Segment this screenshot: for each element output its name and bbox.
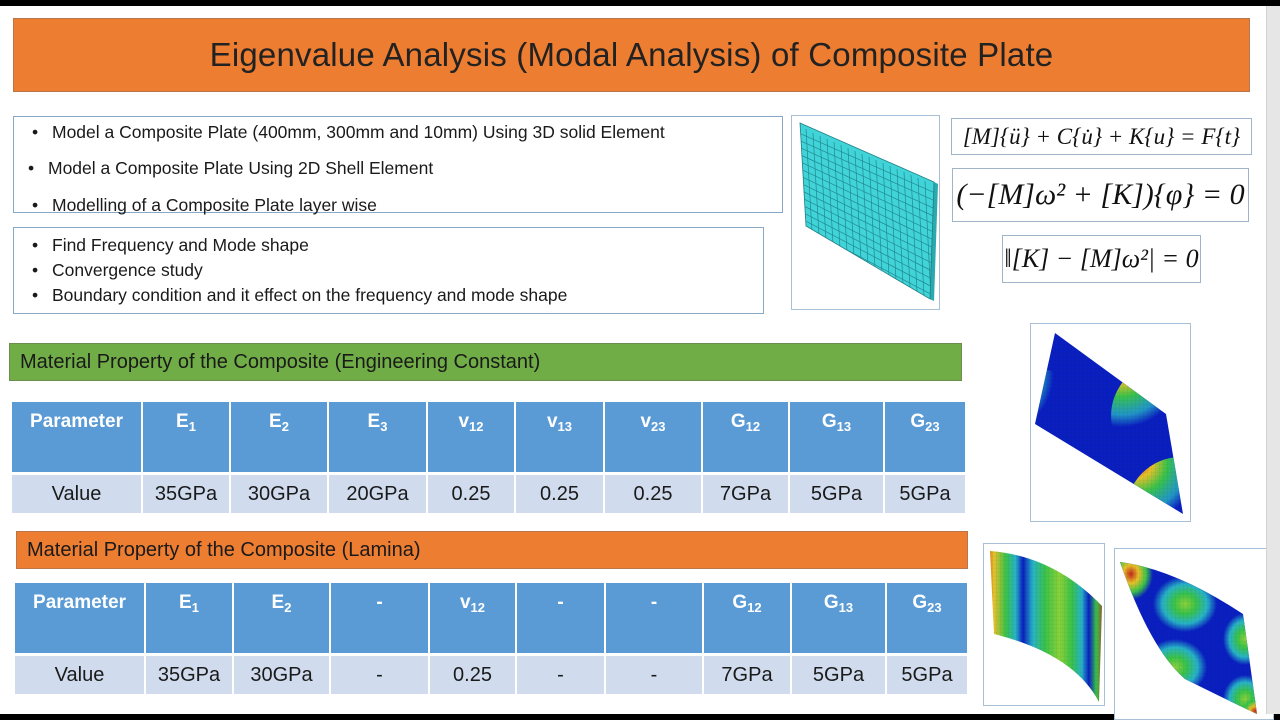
value-cell: 35GPa (146, 656, 234, 694)
value-cell: 0.25 (428, 475, 516, 513)
value-cell: 7GPa (703, 475, 790, 513)
mode-shape-icon (1120, 562, 1257, 714)
header-cell: Parameter (15, 583, 146, 656)
eigenvalue-equation: (−[M]ω² + [K]){φ} = 0 (952, 168, 1249, 222)
list-item: • Model a Composite Plate (400mm, 300mm a… (24, 122, 665, 143)
bullet-icon: • (28, 158, 35, 178)
modelling-tasks-box: • Model a Composite Plate (400mm, 300mm a… (13, 116, 783, 216)
value-cell: 5GPa (887, 656, 969, 694)
value-cell: 7GPa (704, 656, 792, 694)
header-cell: E2 (234, 583, 331, 656)
value-cell: - (331, 656, 430, 694)
header-cell: E1 (146, 583, 234, 656)
header-cell: G23 (885, 402, 967, 475)
plate-mesh-image (791, 115, 940, 310)
value-cell: 20GPa (329, 475, 428, 513)
header-cell: E3 (329, 402, 428, 475)
header-cell: Parameter (12, 402, 143, 475)
header-cell: v12 (430, 583, 517, 656)
bullet-icon: • (32, 285, 39, 305)
table-row: Value 35GPa 30GPa - 0.25 - - 7GPa 5GPa 5… (15, 656, 969, 694)
bullet-icon: • (32, 235, 39, 255)
lamina-table: Parameter E1 E2 - v12 - - G12 G13 G23 Va… (15, 583, 969, 694)
equation-of-motion: [M]{ü} + C{u̇} + K{u} = F{t} (951, 118, 1252, 155)
header-cell: v13 (516, 402, 605, 475)
header-cell: G23 (887, 583, 969, 656)
bullet-icon: • (32, 260, 39, 280)
section-heading-lamina: Material Property of the Composite (Lami… (16, 531, 968, 569)
value-cell: - (606, 656, 704, 694)
value-cell: 30GPa (231, 475, 329, 513)
header-cell: G13 (792, 583, 887, 656)
header-cell: E2 (231, 402, 329, 475)
row-label: Value (12, 475, 143, 513)
header-cell: G13 (790, 402, 885, 475)
plate-mesh-icon (799, 122, 938, 301)
table-header-row: Parameter E1 E2 - v12 - - G12 G13 G23 (15, 583, 969, 656)
table-row: Value 35GPa 30GPa 20GPa 0.25 0.25 0.25 7… (12, 475, 967, 513)
mode-shape-icon (990, 551, 1102, 702)
row-label: Value (15, 656, 146, 694)
mode-shape-image-2 (983, 543, 1105, 706)
title-banner: Eigenvalue Analysis (Modal Analysis) of … (13, 18, 1250, 92)
analysis-goals-box: • Find Frequency and Mode shape • Converge… (13, 227, 764, 314)
mode-shape-image-3 (1114, 548, 1274, 720)
mode-shape-image-1 (1030, 323, 1191, 522)
bullet-icon: • (32, 122, 39, 142)
list-item: • Convergence study (24, 260, 203, 281)
header-cell: G12 (704, 583, 792, 656)
bullet-icon: • (32, 195, 39, 215)
list-item: • Modelling of a Composite Plate layer wi… (24, 195, 377, 216)
value-cell: 0.25 (430, 656, 517, 694)
header-cell: G12 (703, 402, 790, 475)
header-cell: - (606, 583, 704, 656)
value-cell: 30GPa (234, 656, 331, 694)
scrollbar-track[interactable] (1266, 6, 1280, 714)
section-heading-engineering-constant: Material Property of the Composite (Engi… (9, 343, 962, 381)
list-item: • Find Frequency and Mode shape (24, 235, 309, 256)
mode-shape-icon (1035, 333, 1183, 514)
header-cell: v12 (428, 402, 516, 475)
value-cell: 5GPa (885, 475, 967, 513)
value-cell: 5GPa (792, 656, 887, 694)
characteristic-equation: ‖[K] − [M]ω²| = 0 (1002, 235, 1201, 283)
value-cell: 0.25 (605, 475, 703, 513)
list-item: • Model a Composite Plate Using 2D Shell … (20, 158, 433, 179)
header-cell: v23 (605, 402, 703, 475)
header-cell: - (331, 583, 430, 656)
header-cell: - (517, 583, 606, 656)
value-cell: 5GPa (790, 475, 885, 513)
engineering-constants-table: Parameter E1 E2 E3 v12 v13 v23 G12 G13 G… (12, 402, 967, 513)
table-header-row: Parameter E1 E2 E3 v12 v13 v23 G12 G13 G… (12, 402, 967, 475)
value-cell: - (517, 656, 606, 694)
slide: Eigenvalue Analysis (Modal Analysis) of … (0, 6, 1280, 720)
value-cell: 0.25 (516, 475, 605, 513)
page-title: Eigenvalue Analysis (Modal Analysis) of … (209, 36, 1054, 73)
header-cell: E1 (143, 402, 231, 475)
value-cell: 35GPa (143, 475, 231, 513)
list-item: • Boundary condition and it effect on the… (24, 285, 567, 306)
